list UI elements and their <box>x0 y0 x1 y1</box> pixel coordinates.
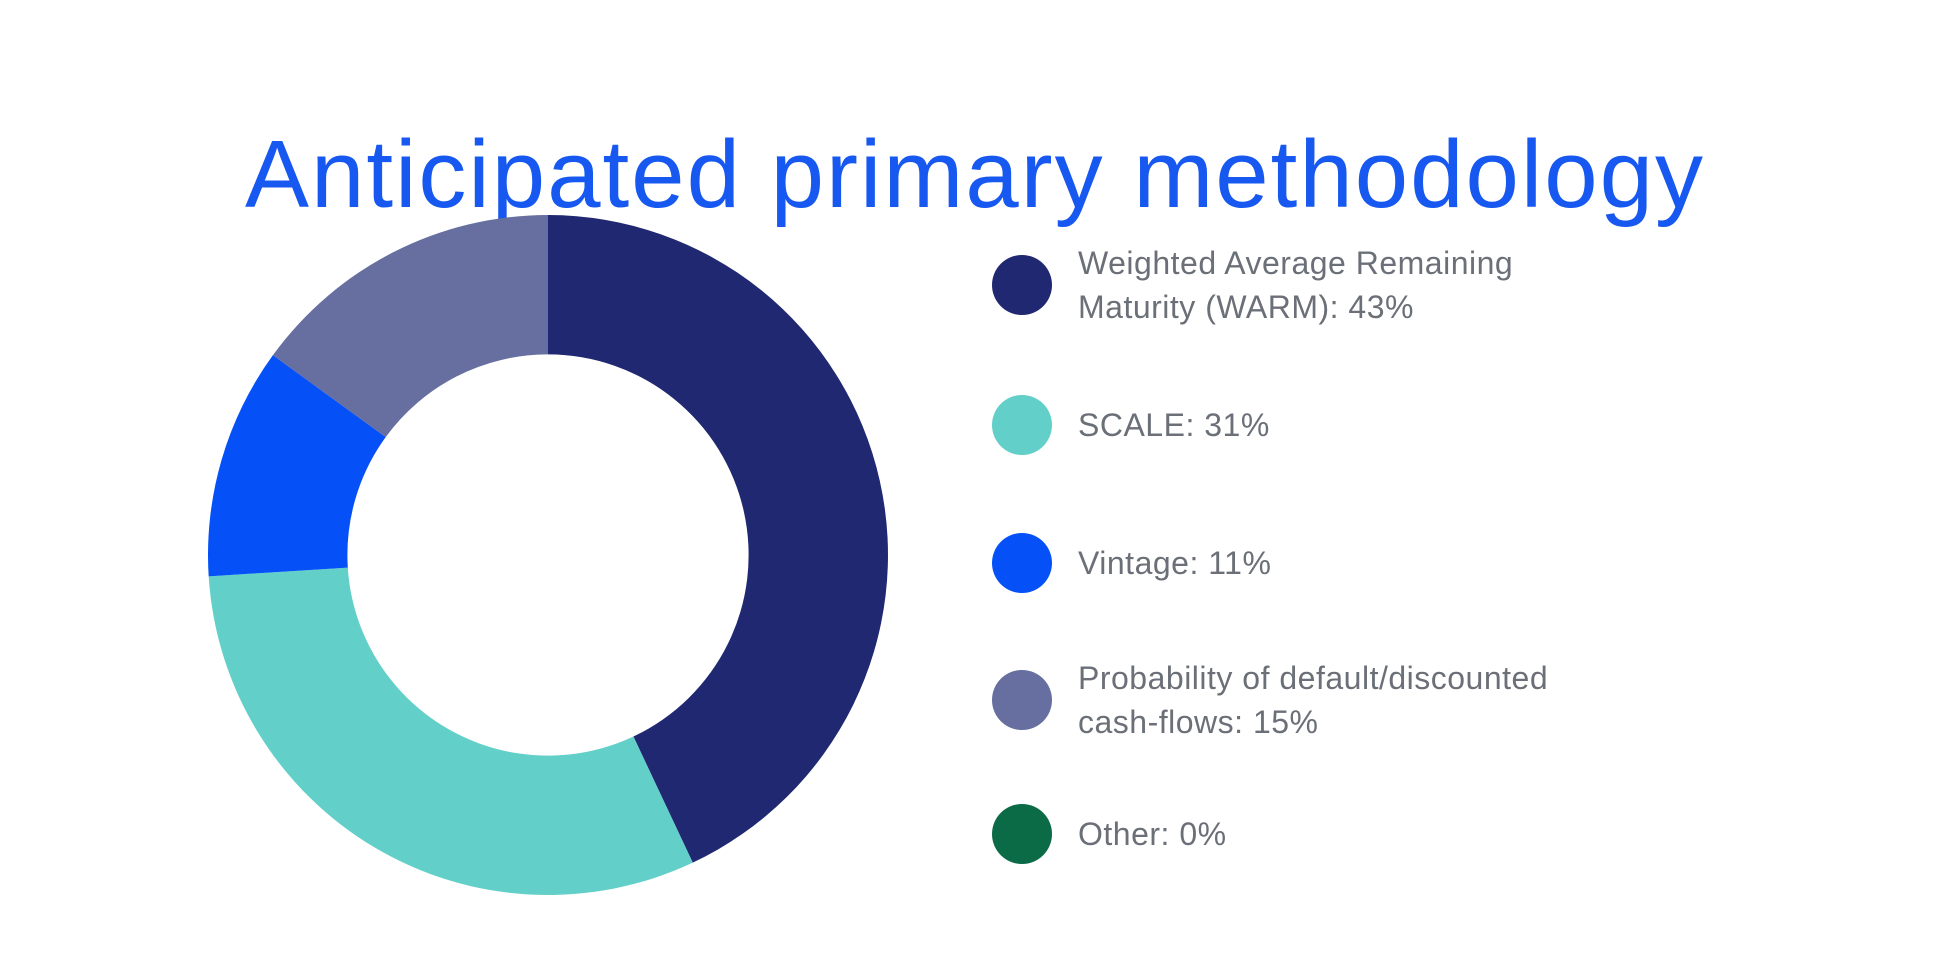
legend-label-pd-dcf: Probability of default/discounted cash-f… <box>1078 660 1549 740</box>
chart-title: Anticipated primary methodology <box>244 121 1706 229</box>
legend-swatch-warm <box>992 255 1052 315</box>
donut-segment-pd-dcf <box>272 215 548 438</box>
legend-swatch-pd-dcf <box>992 670 1052 730</box>
legend-label-warm: Weighted Average Remaining Maturity (WAR… <box>1078 245 1514 325</box>
legend-swatch-scale <box>992 395 1052 455</box>
donut-chart-svg <box>207 215 888 895</box>
legend-item-other: Other: 0% <box>992 804 1227 864</box>
donut-segment-warm <box>548 215 888 863</box>
legend-swatch-other <box>992 804 1052 864</box>
legend-swatch-vintage <box>992 533 1052 593</box>
legend-item-vintage: Vintage: 11% <box>992 533 1272 593</box>
legend-label-scale: SCALE: 31% <box>1078 407 1270 443</box>
legend-label-vintage: Vintage: 11% <box>1078 545 1272 581</box>
donut-segment-vintage <box>207 355 386 577</box>
legend-label-other: Other: 0% <box>1078 816 1227 852</box>
legend-item-scale: SCALE: 31% <box>992 395 1270 455</box>
legend-item-warm: Weighted Average Remaining Maturity (WAR… <box>992 241 1513 329</box>
legend-item-pd-dcf: Probability of default/discounted cash-f… <box>992 656 1548 744</box>
donut-segment-scale <box>208 567 693 895</box>
donut-chart <box>207 215 888 895</box>
